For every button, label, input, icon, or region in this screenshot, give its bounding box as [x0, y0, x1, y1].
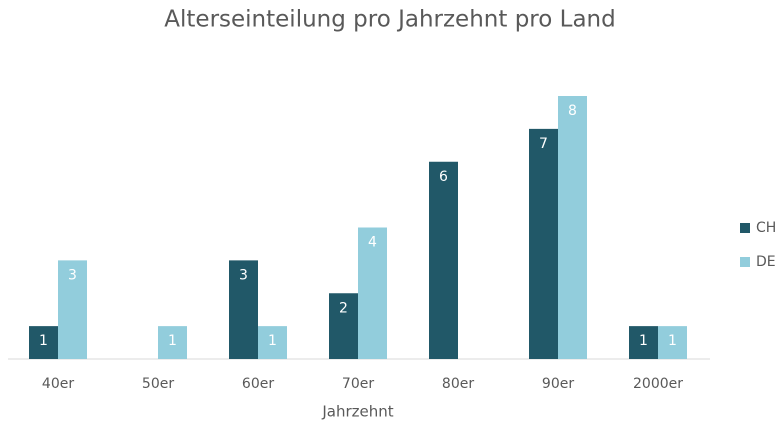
- data-label: 1: [268, 333, 277, 349]
- data-label: 1: [668, 333, 677, 349]
- data-label: 1: [168, 333, 177, 349]
- data-label: 3: [68, 267, 77, 283]
- bar: [258, 326, 287, 359]
- x-tick-label: 60er: [242, 376, 274, 392]
- bar: [358, 227, 387, 359]
- bar: [558, 96, 587, 359]
- x-tick-label: 40er: [42, 376, 74, 392]
- data-label: 8: [568, 103, 577, 119]
- legend-label: DE: [756, 254, 776, 270]
- data-label: 2: [339, 300, 348, 316]
- data-label: 7: [539, 136, 548, 152]
- x-tick-label: 70er: [342, 376, 374, 392]
- bar: [29, 326, 58, 359]
- bar: [229, 260, 258, 359]
- x-tick-label: 50er: [142, 376, 174, 392]
- chart-title: Alterseinteilung pro Jahrzehnt pro Land: [164, 7, 615, 33]
- x-tick-label: 2000er: [633, 376, 683, 392]
- legend-swatch: [740, 257, 750, 267]
- data-label: 6: [439, 169, 448, 185]
- bar: [629, 326, 658, 359]
- x-tick-label: 90er: [542, 376, 574, 392]
- data-label: 4: [368, 235, 377, 251]
- bar: [158, 326, 187, 359]
- data-label: 3: [239, 267, 248, 283]
- x-axis-title: Jahrzehnt: [321, 403, 393, 421]
- bar: [658, 326, 687, 359]
- bar: [529, 128, 558, 359]
- data-label: 1: [639, 333, 648, 349]
- bar: [58, 260, 87, 359]
- legend-label: CH: [756, 220, 776, 236]
- legend-swatch: [740, 223, 750, 233]
- x-tick-label: 80er: [442, 376, 474, 392]
- data-label: 1: [39, 333, 48, 349]
- bar: [429, 161, 458, 359]
- bar: [329, 293, 358, 359]
